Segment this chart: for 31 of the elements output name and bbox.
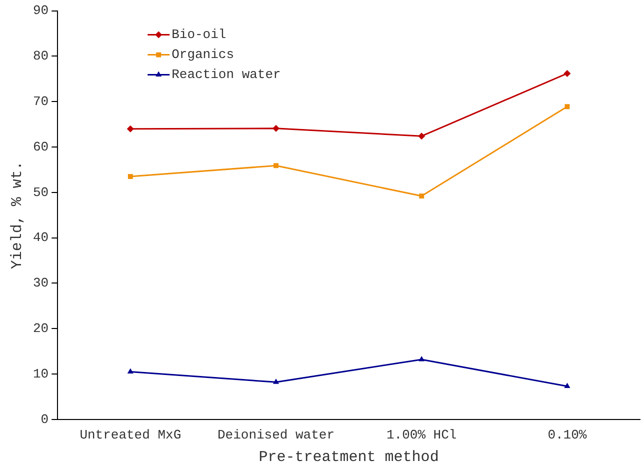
y-tick-label: 40 bbox=[32, 230, 49, 246]
point bbox=[126, 125, 134, 132]
point bbox=[418, 356, 425, 362]
legend-label: Organics bbox=[172, 47, 234, 62]
y-axis-title: Yield, % wt. bbox=[8, 161, 26, 270]
point bbox=[418, 132, 426, 140]
y-tick-label: 50 bbox=[32, 184, 49, 200]
x-tick-label: Untreated MxG bbox=[80, 428, 182, 443]
point bbox=[128, 174, 133, 179]
point bbox=[564, 70, 571, 77]
x-tick-label: Deionised water bbox=[217, 428, 335, 443]
point bbox=[274, 163, 278, 168]
point bbox=[564, 104, 570, 110]
y-tick-label: 30 bbox=[32, 276, 49, 291]
y-tick-label: 60 bbox=[32, 139, 49, 154]
y-tick-label: 0 bbox=[40, 412, 49, 427]
point bbox=[272, 124, 280, 132]
y-tick-label: 70 bbox=[32, 94, 49, 110]
x-tick-label: 0.10% bbox=[548, 428, 587, 443]
point bbox=[419, 194, 424, 199]
point bbox=[564, 382, 570, 388]
y-tick-label: 90 bbox=[32, 3, 49, 18]
x-tick-label: 1.00% HCl bbox=[386, 428, 457, 443]
y-tick-label: 10 bbox=[32, 366, 49, 382]
y-tick-label: 20 bbox=[32, 321, 49, 336]
y-tick-label: 80 bbox=[32, 48, 49, 64]
legend-label: Reaction water bbox=[172, 67, 281, 82]
legend-label: Bio-oil bbox=[172, 27, 226, 42]
point bbox=[272, 378, 280, 384]
x-axis-title: Pre-treatment method bbox=[258, 448, 439, 466]
point bbox=[127, 368, 134, 374]
